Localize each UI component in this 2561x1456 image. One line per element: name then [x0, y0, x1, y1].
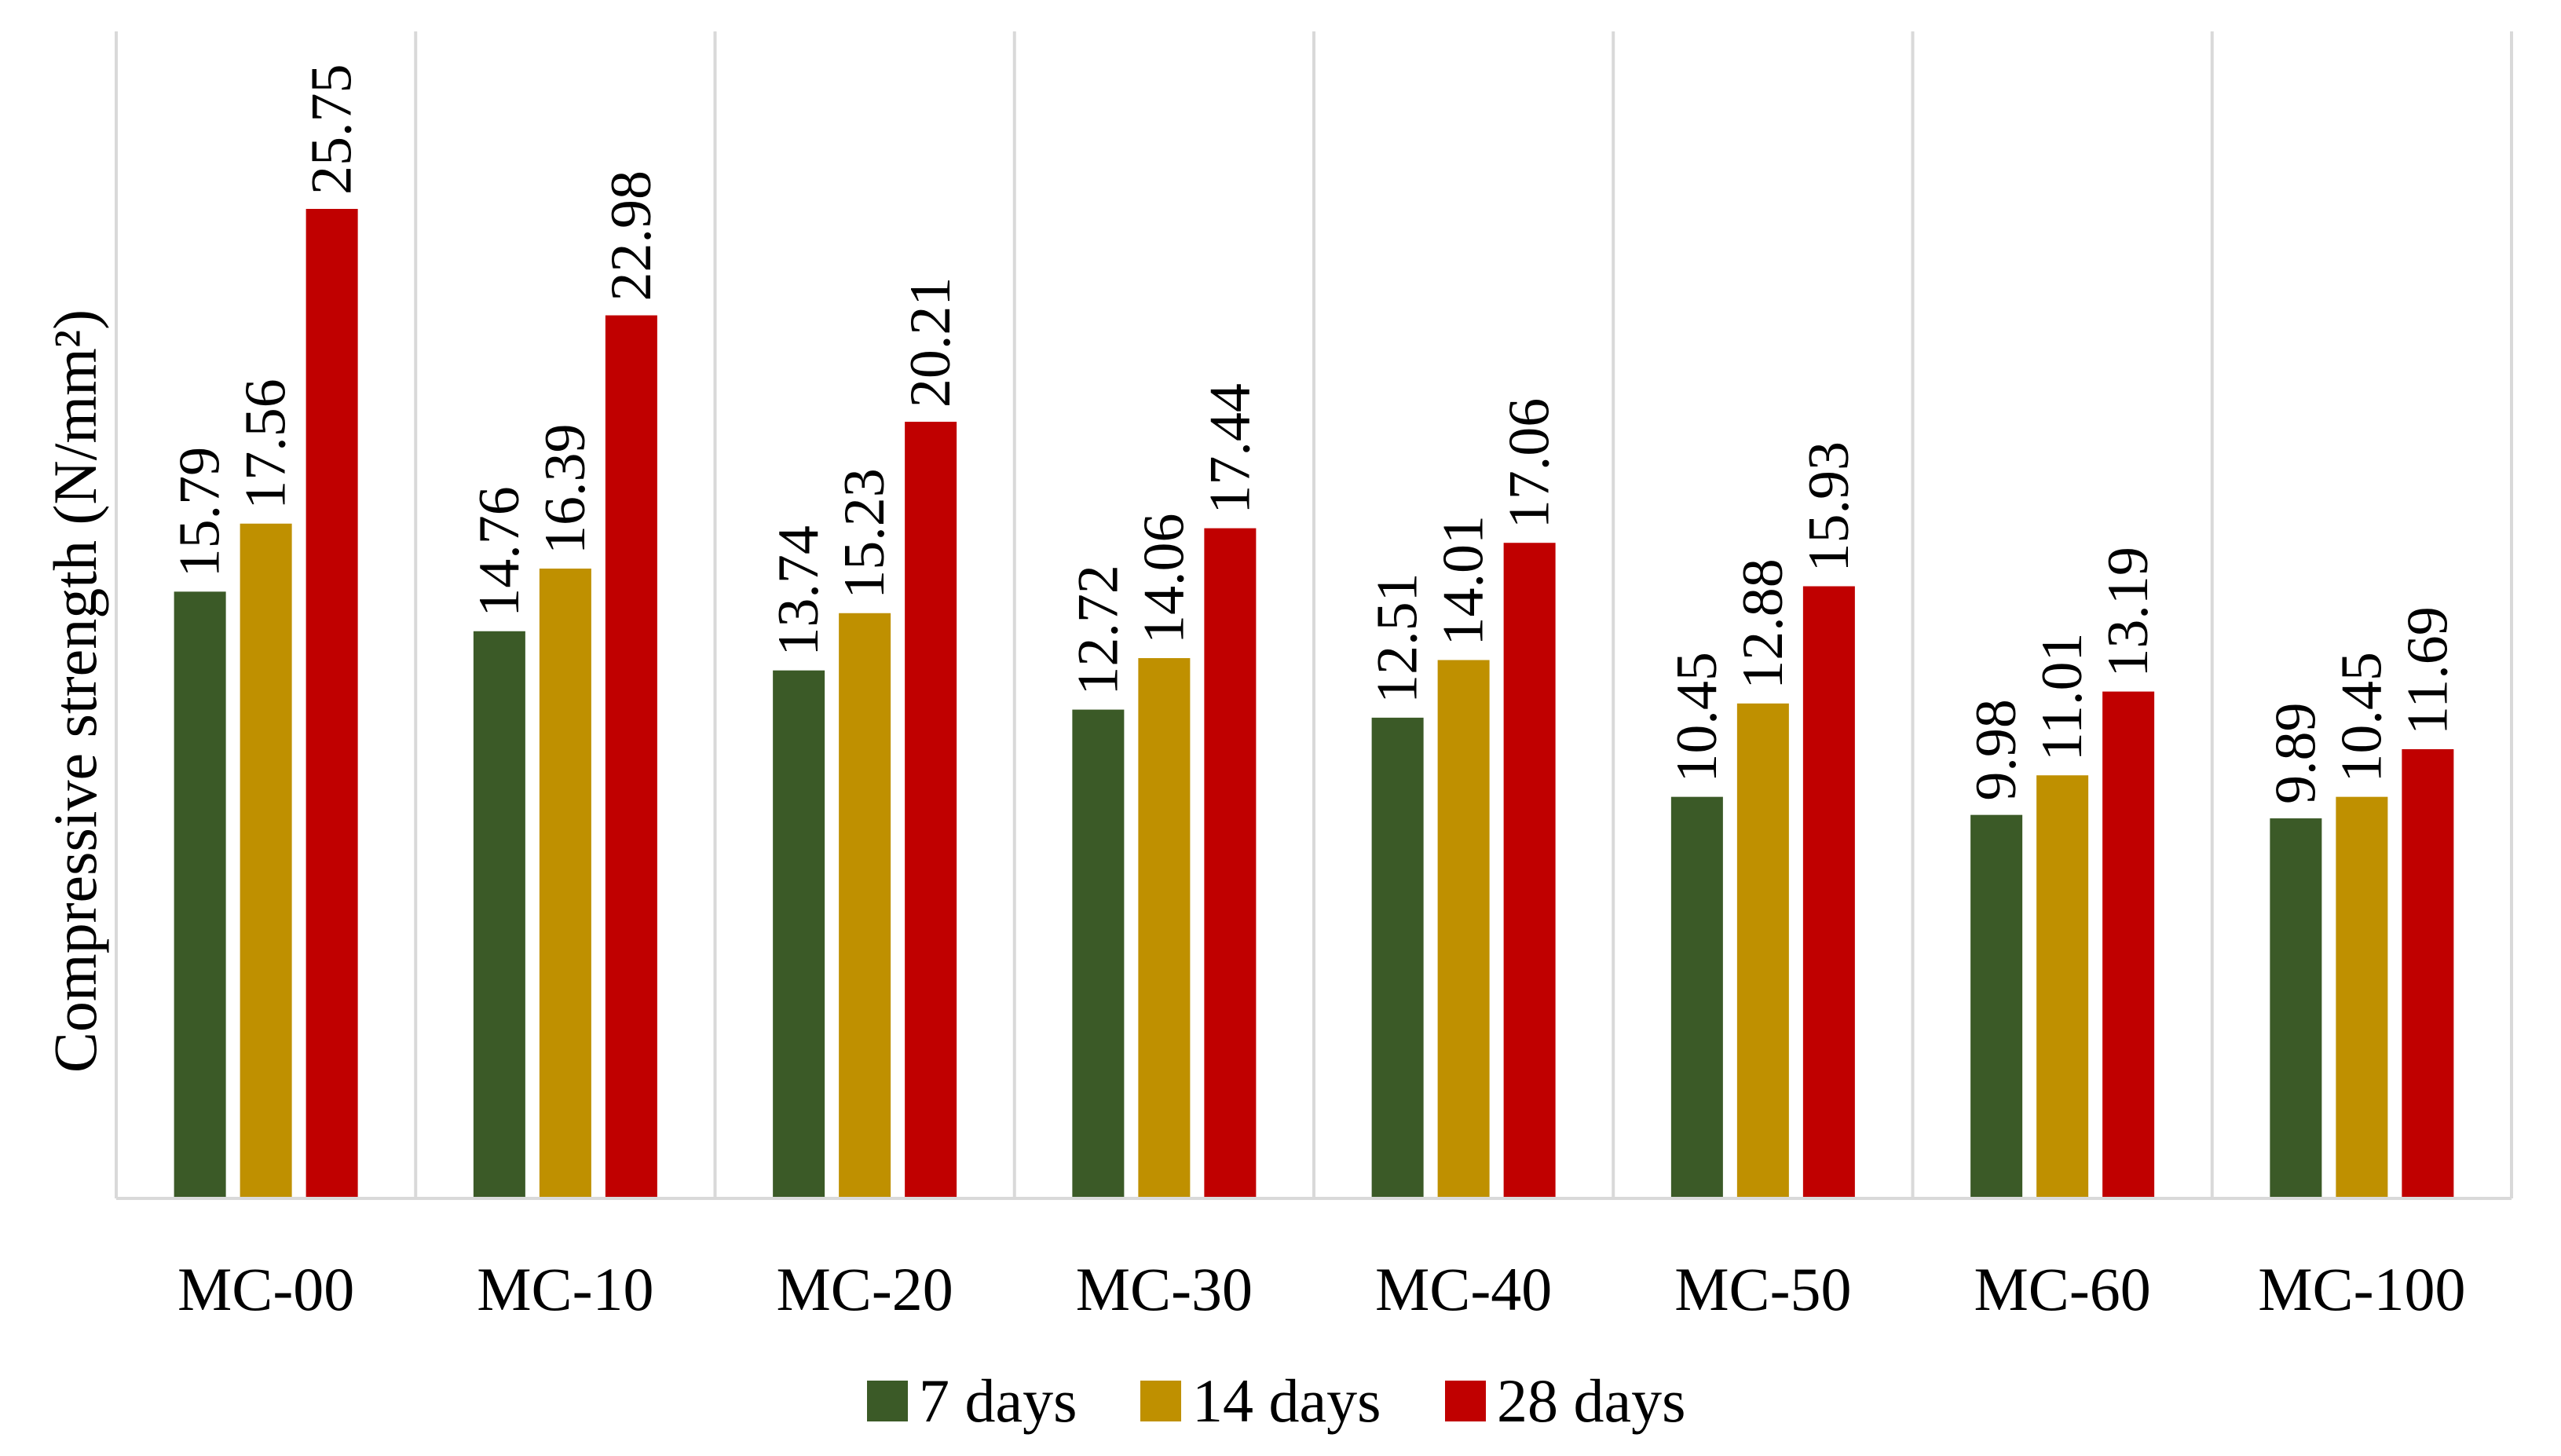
data-label-mc-50-7-days: 10.45: [1665, 652, 1729, 783]
data-label-mc-50-14-days: 12.88: [1731, 558, 1795, 690]
data-label-mc-00-7-days: 15.79: [168, 447, 232, 578]
data-label-mc-40-28-days: 17.06: [1498, 398, 1562, 529]
data-label-mc-60-14-days: 11.01: [2030, 632, 2095, 761]
x-tick-label-mc-100: MC-100: [2258, 1255, 2465, 1323]
data-label-mc-100-7-days: 9.89: [2263, 703, 2328, 805]
bar-mc-20-14-days: [839, 613, 891, 1198]
bar-mc-40-14-days: [1437, 660, 1490, 1198]
legend-label-7-days: 7 days: [919, 1366, 1077, 1435]
data-label-mc-10-28-days: 22.98: [599, 170, 664, 302]
legend-swatch-14-days: [1140, 1381, 1181, 1421]
x-tick-label-mc-50: MC-50: [1674, 1255, 1851, 1323]
legend-swatch-7-days: [867, 1381, 908, 1421]
bar-mc-60-14-days: [2036, 775, 2089, 1198]
bar-mc-50-28-days: [1802, 586, 1855, 1198]
legend-swatch-28-days: [1445, 1381, 1486, 1421]
x-tick-label-mc-00: MC-00: [177, 1255, 354, 1323]
bar-mc-10-7-days: [473, 631, 525, 1198]
data-label-mc-100-14-days: 10.45: [2329, 652, 2394, 783]
bar-mc-50-7-days: [1670, 796, 1723, 1198]
bar-mc-100-28-days: [2402, 748, 2454, 1198]
bar-mc-30-7-days: [1072, 709, 1125, 1198]
data-label-mc-30-7-days: 12.72: [1066, 565, 1130, 696]
legend-label-14-days: 14 days: [1192, 1366, 1381, 1435]
bar-mc-30-14-days: [1138, 658, 1191, 1198]
data-label-mc-00-28-days: 25.75: [300, 64, 364, 196]
data-label-mc-100-28-days: 11.69: [2395, 606, 2460, 735]
legend-label-28-days: 28 days: [1497, 1366, 1685, 1435]
bar-mc-10-14-days: [539, 569, 591, 1198]
data-label-mc-40-7-days: 12.51: [1366, 573, 1430, 704]
legend: 7 days 14 days 28 days: [867, 1366, 1685, 1435]
bar-mc-100-14-days: [2336, 796, 2388, 1198]
bar-mc-60-28-days: [2102, 691, 2155, 1198]
x-tick-label-mc-30: MC-30: [1076, 1255, 1253, 1323]
grid-layer: [115, 31, 2513, 1198]
axis-layer: MC-00 MC-10 MC-20 MC-30 MC-40 MC-50 MC-60 MC-10…: [116, 1197, 2512, 1323]
bar-mc-40-7-days: [1371, 717, 1424, 1198]
data-label-mc-20-7-days: 13.74: [766, 525, 831, 657]
data-label-mc-30-28-days: 17.44: [1198, 383, 1262, 514]
bars-layer: [174, 209, 2454, 1198]
x-tick-label-mc-40: MC-40: [1375, 1255, 1552, 1323]
x-tick-label-mc-20: MC-20: [776, 1255, 953, 1323]
data-label-mc-30-14-days: 14.06: [1132, 514, 1196, 645]
data-label-mc-10-7-days: 14.76: [467, 486, 532, 617]
data-label-mc-60-7-days: 9.98: [1964, 699, 2029, 801]
x-tick-label-mc-10: MC-10: [477, 1255, 653, 1323]
bar-mc-100-7-days: [2270, 818, 2322, 1198]
data-label-mc-50-28-days: 15.93: [1797, 441, 1861, 573]
bar-mc-20-28-days: [905, 422, 957, 1198]
bar-mc-60-7-days: [1970, 814, 2023, 1198]
bar-mc-00-7-days: [174, 591, 226, 1198]
data-label-mc-20-28-days: 20.21: [898, 277, 963, 408]
bar-mc-30-28-days: [1204, 528, 1257, 1198]
data-label-mc-10-14-days: 16.39: [533, 424, 598, 555]
bar-mc-50-14-days: [1736, 703, 1789, 1198]
bar-mc-40-28-days: [1503, 543, 1556, 1198]
data-label-mc-60-28-days: 13.19: [2096, 547, 2160, 678]
y-axis-label: Compressive strength (N/mm²): [41, 309, 109, 1073]
x-tick-label-mc-60: MC-60: [1974, 1255, 2150, 1323]
data-label-mc-00-14-days: 17.56: [234, 379, 298, 510]
bar-mc-00-14-days: [240, 523, 292, 1198]
bar-mc-10-28-days: [605, 315, 657, 1198]
data-label-mc-40-14-days: 14.01: [1432, 515, 1496, 646]
data-label-mc-20-14-days: 15.23: [832, 468, 897, 599]
bar-mc-20-7-days: [773, 670, 825, 1198]
bar-mc-00-28-days: [305, 209, 358, 1198]
